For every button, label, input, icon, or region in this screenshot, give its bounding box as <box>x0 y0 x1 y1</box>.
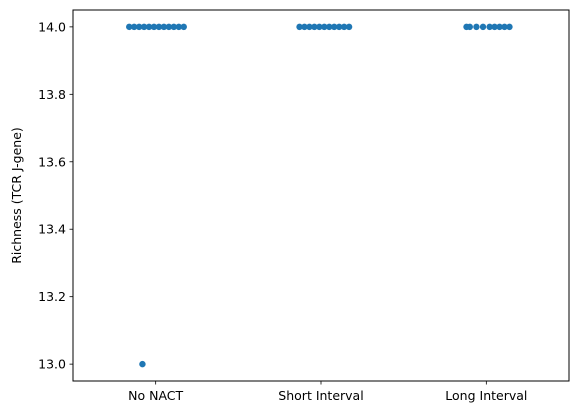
data-point <box>479 23 487 31</box>
y-tick-label: 13.4 <box>38 222 66 237</box>
data-point <box>296 23 303 31</box>
data-point <box>506 23 513 31</box>
data-point <box>321 23 328 31</box>
data-point <box>150 23 158 31</box>
x-tick-label: Long Interval <box>445 388 527 403</box>
data-point <box>496 23 503 31</box>
data-point <box>501 23 508 31</box>
y-axis-label: Richness (TCR J-gene) <box>9 127 24 264</box>
data-point <box>311 23 318 31</box>
y-tick-label: 13.0 <box>38 357 66 372</box>
data-point <box>486 23 493 31</box>
y-tick-label: 13.6 <box>38 154 66 169</box>
x-tick-label: No NACT <box>128 388 183 403</box>
data-point <box>335 23 343 31</box>
data-point <box>170 23 178 31</box>
y-axis-ticks: 13.0 13.2 13.4 13.6 13.8 14.0 <box>38 19 73 372</box>
data-point <box>306 23 313 31</box>
data-point <box>180 23 187 31</box>
data-point <box>145 23 153 31</box>
data-point <box>316 23 323 31</box>
data-point <box>140 23 148 31</box>
data-point <box>345 23 353 31</box>
data-point <box>126 23 133 31</box>
data-point <box>326 23 333 31</box>
data-point <box>139 360 146 368</box>
data-point <box>301 23 308 31</box>
data-point <box>155 23 163 31</box>
data-point <box>466 23 473 31</box>
y-tick-label: 13.8 <box>38 87 66 102</box>
points-layer <box>126 23 513 368</box>
data-point <box>160 23 168 31</box>
y-tick-label: 14.0 <box>38 19 66 34</box>
data-point <box>165 23 173 31</box>
data-point <box>473 23 480 31</box>
data-point <box>340 23 348 31</box>
data-point <box>135 23 143 31</box>
y-tick-label: 13.2 <box>38 289 66 304</box>
data-point <box>491 23 498 31</box>
x-tick-label: Short Interval <box>278 388 363 403</box>
x-axis-ticks: No NACT Short Interval Long Interval <box>128 381 527 403</box>
data-point <box>130 23 138 31</box>
data-point <box>331 23 338 31</box>
data-point <box>175 23 183 31</box>
